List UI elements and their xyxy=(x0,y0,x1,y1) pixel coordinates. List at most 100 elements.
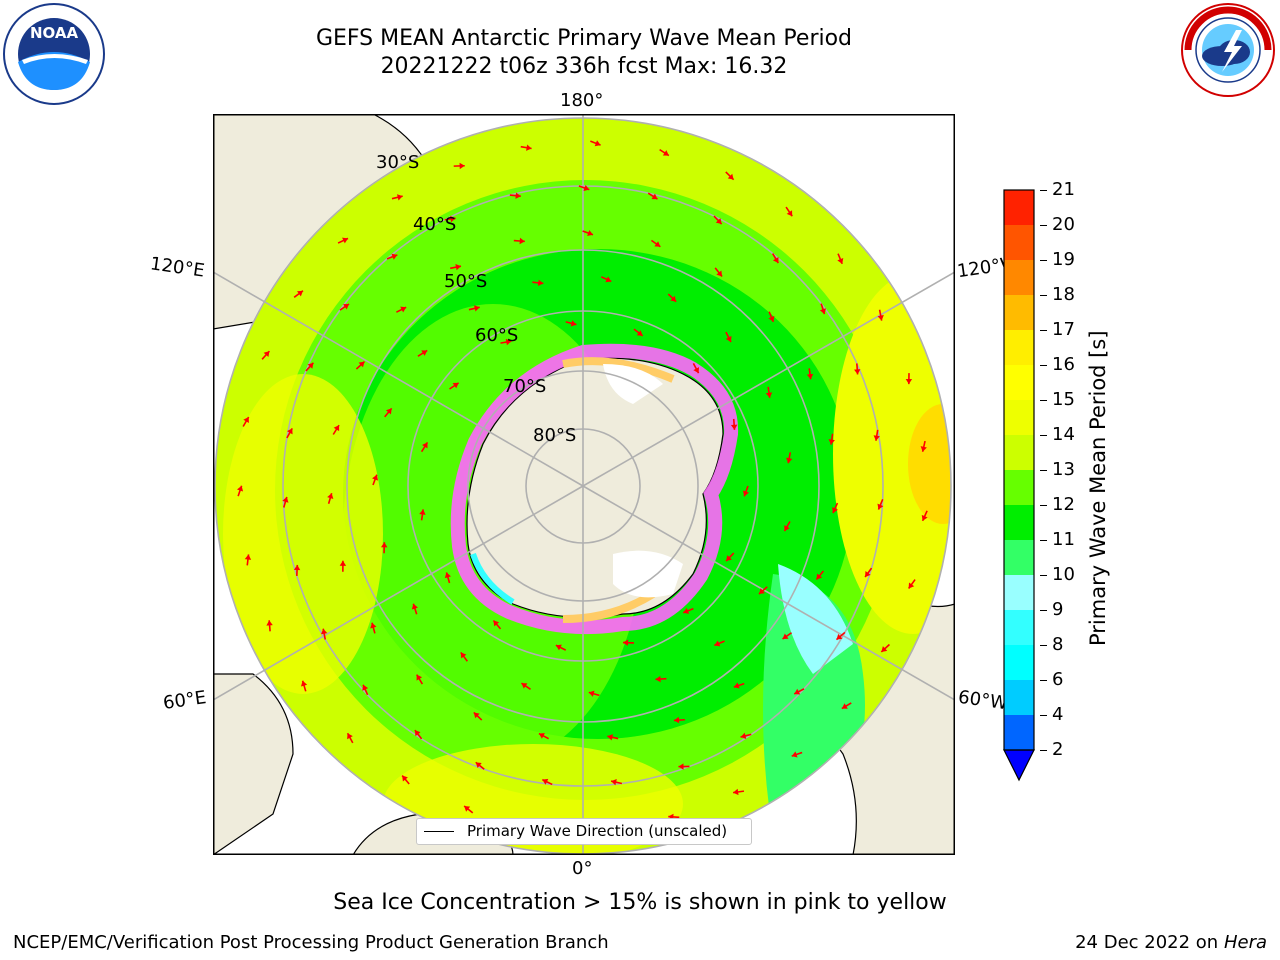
colorbar-tick-mark xyxy=(1040,680,1047,681)
wave-arrow-head xyxy=(662,150,669,156)
wave-arrow-head xyxy=(791,751,798,758)
colorbar-tick-mark xyxy=(1040,470,1047,471)
wave-arrow-head xyxy=(475,762,482,769)
wave-arrow-head xyxy=(450,215,456,223)
wave-arrow-head xyxy=(607,734,613,741)
wave-arrow-head xyxy=(654,241,661,247)
wave-arrow-head xyxy=(836,633,843,640)
wave-arrow-head xyxy=(819,308,827,315)
colorbar-segment xyxy=(1004,435,1034,471)
colorbar-tick-label: 19 xyxy=(1052,249,1075,270)
wave-arrow-head xyxy=(555,644,562,651)
wave-arrow-head xyxy=(854,369,861,375)
colorbar-extend-triangle xyxy=(1003,749,1035,782)
colorbar-segment xyxy=(1004,575,1034,611)
wave-arrow-head xyxy=(786,457,793,464)
wave-arrow-head xyxy=(726,555,732,562)
wave-arrow-head xyxy=(286,428,293,435)
wave-arrow-head xyxy=(784,525,790,532)
colorbar-segment xyxy=(1004,225,1034,261)
wave-arrow-head xyxy=(416,674,423,681)
colorbar-tick-mark xyxy=(1040,295,1047,296)
wave-arrow-head xyxy=(605,276,612,283)
wave-arrow-head xyxy=(733,788,739,796)
lat-label-30s: 30°S xyxy=(376,152,419,173)
wave-arrow-head xyxy=(333,425,340,432)
wave-arrow-head xyxy=(296,290,303,297)
wave-arrow-head xyxy=(570,320,577,327)
lon-label-120e: 120°E xyxy=(148,253,206,282)
colorbar-segment xyxy=(1004,190,1034,226)
wave-arrow-head xyxy=(327,493,334,499)
colorbar-tick-label: 11 xyxy=(1052,529,1075,550)
colorbar-tick-label: 2 xyxy=(1052,739,1064,760)
noaa-text: NOAA xyxy=(30,24,79,42)
colorbar-segment xyxy=(1004,470,1034,506)
wave-arrow-head xyxy=(537,279,544,287)
colorbar-tick-label: 9 xyxy=(1052,599,1064,620)
colorbar-tick-mark xyxy=(1040,540,1047,541)
wave-arrow-head xyxy=(459,162,465,170)
wave-arrow-head xyxy=(282,496,289,503)
wave-arrow-head xyxy=(905,378,913,385)
wave-arrow-head xyxy=(908,582,915,589)
wave-arrow-head xyxy=(455,264,461,271)
colorbar-tick-mark xyxy=(1040,715,1047,716)
wave-arrow-head xyxy=(588,690,595,697)
wave-arrow-head xyxy=(460,652,467,659)
wave-arrow-head xyxy=(865,571,871,578)
colorbar-segment xyxy=(1004,260,1034,296)
wave-arrow-head xyxy=(673,716,680,724)
wave-arrow-head xyxy=(837,257,844,264)
lat-label-80s: 80°S xyxy=(533,425,576,446)
wave-arrow-head xyxy=(715,218,722,225)
colorbar-tick-mark xyxy=(1040,750,1047,751)
colorbar-segment xyxy=(1004,715,1034,751)
lon-label-60e: 60°E xyxy=(161,687,208,714)
nws-logo-icon xyxy=(1176,0,1280,104)
wave-arrow-head xyxy=(768,315,775,322)
wave-arrow-head xyxy=(402,775,408,782)
wave-arrow-head xyxy=(380,542,388,548)
wave-arrow-head xyxy=(786,210,793,217)
colorbar-tick-mark xyxy=(1040,260,1047,261)
colorbar-tick-label: 6 xyxy=(1052,669,1064,690)
wave-arrow-head xyxy=(307,362,314,369)
lat-label-40s: 40°S xyxy=(413,214,456,235)
wave-arrow-head xyxy=(372,474,379,481)
footer-date-text: 24 Dec 2022 on xyxy=(1075,932,1219,953)
colorbar-segment xyxy=(1004,505,1034,541)
wave-arrow-head xyxy=(725,335,732,342)
wave-arrow-head xyxy=(400,306,407,313)
colorbar-tick-mark xyxy=(1040,400,1047,401)
colorbar-tick-mark xyxy=(1040,505,1047,506)
wave-arrow-head xyxy=(772,257,779,264)
wave-arrow-head xyxy=(444,572,451,579)
wave-arrow-head xyxy=(622,639,629,646)
colorbar-segment xyxy=(1004,540,1034,576)
wave-arrow-head xyxy=(396,194,403,201)
wave-arrow-head xyxy=(877,503,884,510)
wave-arrow-head xyxy=(391,253,398,260)
colorbar-tick-mark xyxy=(1040,645,1047,646)
wave-arrow-head xyxy=(742,490,749,497)
wave-arrow-head xyxy=(339,560,347,566)
colorbar-tick-mark xyxy=(1040,225,1047,226)
wave-arrow-head xyxy=(414,730,421,737)
wave-arrow-head xyxy=(651,193,658,200)
wave-arrow-head xyxy=(362,684,369,691)
wave-arrow-head xyxy=(587,230,593,237)
colorbar xyxy=(1000,188,1040,784)
legend-label: Primary Wave Direction (unscaled) xyxy=(467,822,728,840)
colorbar-tick-mark xyxy=(1040,330,1047,331)
graticule xyxy=(213,114,955,855)
wave-arrow-head xyxy=(806,373,814,380)
colorbar-segment xyxy=(1004,645,1034,681)
wave-arrow-head xyxy=(583,184,590,192)
wave-arrow-head xyxy=(411,603,418,610)
colorbar-tick-label: 13 xyxy=(1052,459,1075,480)
wave-arrow-head xyxy=(300,680,308,687)
wave-arrow-head xyxy=(493,620,500,627)
colorbar-label: Primary Wave Mean Period [s] xyxy=(1086,330,1110,646)
antarctica-land-shape xyxy=(466,357,724,618)
